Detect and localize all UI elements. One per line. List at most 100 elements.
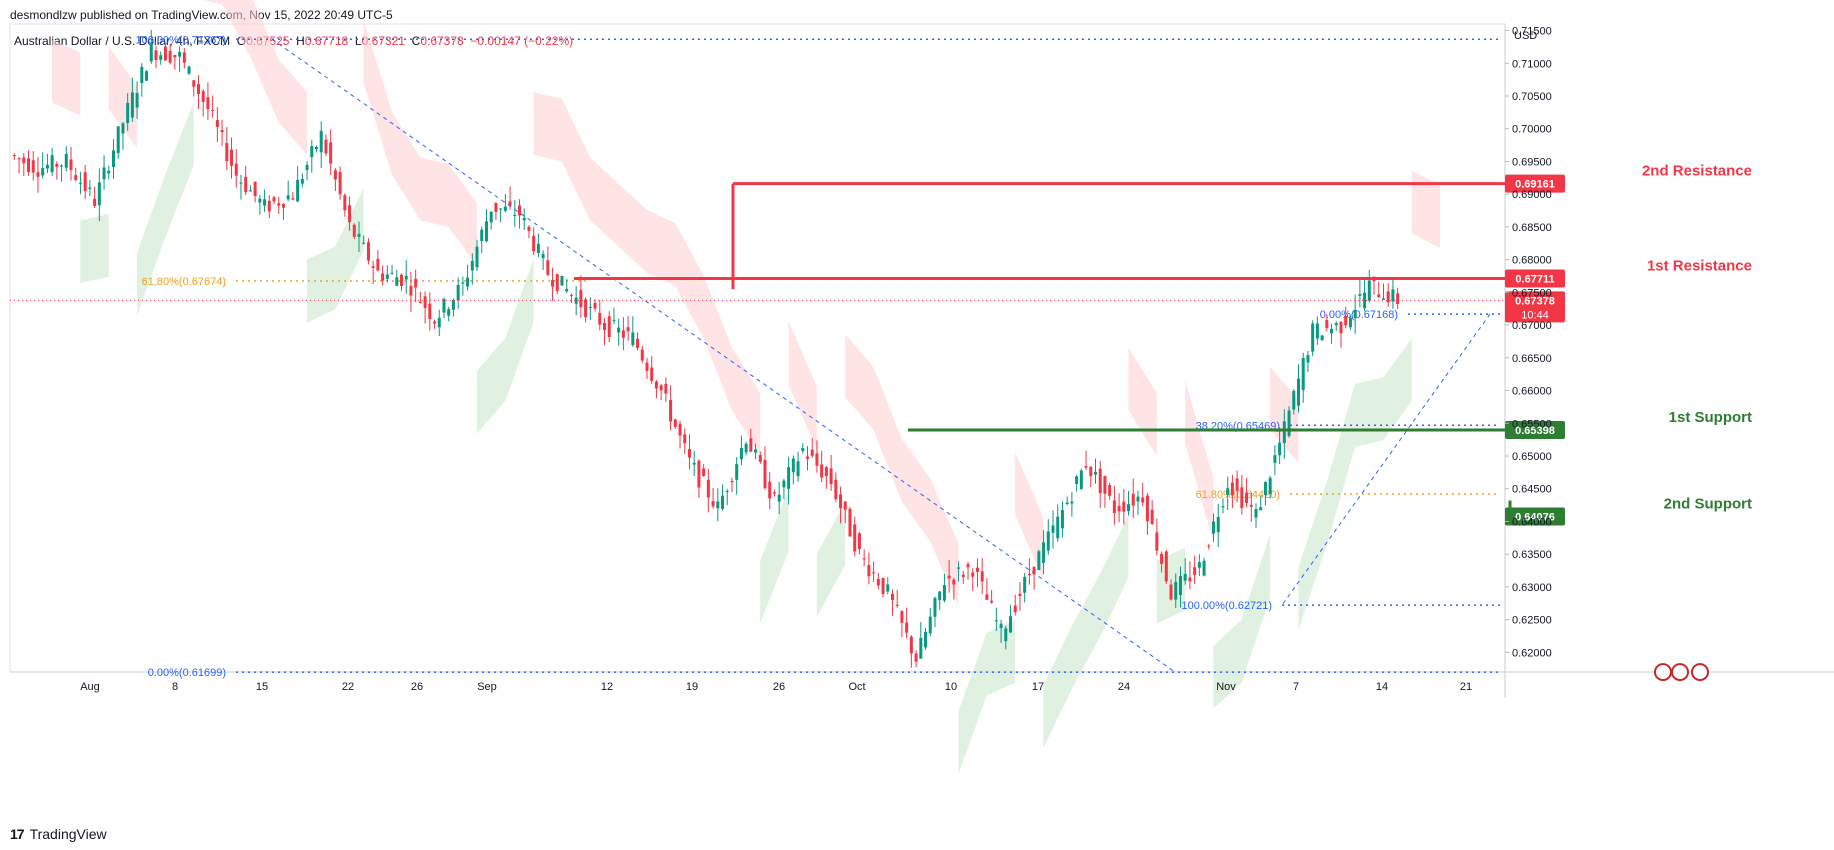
candle-body [456,285,460,301]
candle-body [810,449,814,456]
cloud-segment [1383,338,1412,441]
candle-body [947,575,951,579]
candle-body [914,653,918,662]
fibonacci-lines: 100.00%(0.71367) 61.80%(0.67674) 0.00%(0.6… [135,34,1500,679]
candle-body [385,274,389,279]
y-tick-label: 0.64500 [1512,484,1552,496]
candle-body [1287,410,1291,436]
candle-body [362,242,366,244]
cloud-segment [816,501,846,618]
candle-body [1018,593,1022,597]
candle-body [201,91,205,102]
candle-body [371,266,375,269]
candle-body [532,235,536,252]
candle-body [41,168,45,176]
low-label: L [354,34,362,48]
candle-body [1075,476,1079,485]
level-price-text: 0.64076 [1515,511,1555,523]
candle-body [1339,321,1343,334]
cloud-segment [136,174,166,316]
candle-body [83,172,87,192]
candle-body [1084,466,1088,468]
close-value: 0.67378 [420,34,464,48]
candle-body [1207,545,1211,547]
candle-body [433,321,437,324]
cloud-segment [363,20,392,175]
candle-body [782,480,786,488]
x-tick-label: Nov [1216,681,1236,693]
level-label: 1st Resistance [1647,258,1752,275]
candle-body [93,198,97,206]
candle-body [711,501,715,507]
candle-body [499,208,503,210]
candle-body [692,462,696,465]
candle-body [735,464,739,480]
candle-body [1117,505,1121,512]
candle-body [69,159,73,170]
candle-body [584,299,588,318]
brand-name: TradingView [29,826,107,842]
candle-body [1131,493,1135,506]
candle-body [484,221,488,242]
candle-body [999,623,1003,628]
candle-body [22,157,26,164]
candle-body [593,302,597,309]
candle-body [683,434,687,444]
candle-body [1311,323,1315,352]
open-label: O [236,34,247,48]
candle-body [1004,628,1008,642]
candle-body [961,574,965,577]
candle-body [716,501,720,509]
time-axis[interactable]: Aug 8 15 22 26 Sep 12 19 26 Oct 10 17 24 Nov 7 14 21 [80,681,1472,693]
candle-body [806,456,810,459]
candle-body [1245,492,1249,504]
x-tick-label: 26 [411,681,423,693]
candle-body [886,584,890,592]
candle-body [1263,481,1267,495]
candle-body [253,181,257,197]
candle-body [17,158,21,160]
candle-body [1070,501,1074,504]
candle-body [739,448,743,460]
candle-body [234,163,238,176]
tradingview-logo-icon: 17 [10,826,25,842]
candle-body [97,182,101,206]
candle-body [286,195,290,200]
y-tick-label: 0.69500 [1512,156,1552,168]
candle-body [1353,309,1357,319]
candle-body [409,285,413,296]
candle-body [820,464,824,478]
candle-body [135,92,139,108]
candle-body [645,362,649,371]
candle-body [215,120,219,127]
candle-body [333,170,337,180]
y-tick-label: 0.69000 [1512,189,1552,201]
y-tick-label: 0.64000 [1512,516,1552,528]
candle-body [730,481,734,483]
candle-body [551,279,555,287]
candle-body [149,43,153,62]
candle-body [480,229,484,242]
candles [12,29,1400,668]
candle-body [442,298,446,313]
candle-body [1254,508,1258,518]
candle-body [829,468,833,485]
publish-info: desmondlzw published on TradingView.com,… [10,8,393,22]
candle-body [45,164,49,169]
candle-body [1358,294,1362,296]
candle-body [569,295,573,297]
candle-body [1013,605,1017,613]
candle-body [1009,616,1013,633]
symbol-name[interactable]: Australian Dollar / U.S. Dollar, 4h, FXC… [14,34,231,48]
candle-body [196,84,200,95]
cloud-segment [108,46,137,149]
x-tick-label: 22 [342,681,354,693]
flag-icon [1691,663,1709,682]
candle-body [876,579,880,586]
y-tick-label: 0.70500 [1512,91,1552,103]
candle-body [1197,562,1201,568]
candle-body [768,481,772,499]
last-price-text: 0.67378 [1515,295,1555,307]
